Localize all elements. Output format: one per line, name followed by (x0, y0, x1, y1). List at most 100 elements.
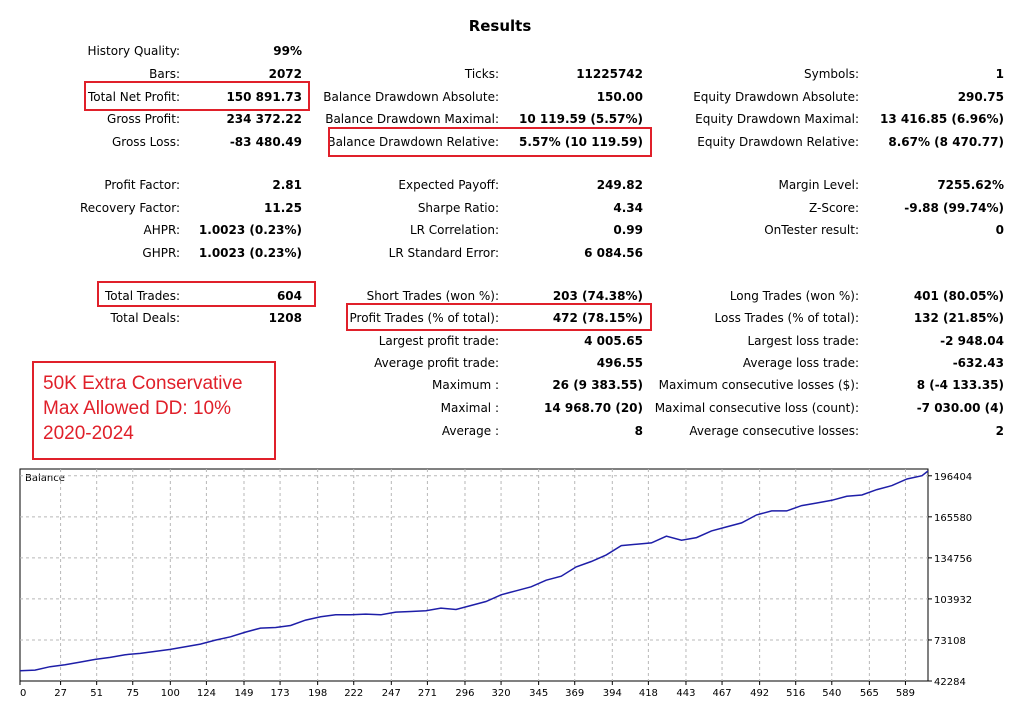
x-tick-label: 27 (54, 688, 67, 699)
x-tick-label: 369 (565, 688, 584, 699)
average-consecutive-losses-label: Average consecutive losses: (689, 424, 859, 438)
chart-grid (20, 469, 928, 681)
z-score-label: Z-Score: (809, 201, 859, 215)
y-tick-label: 103932 (934, 595, 972, 606)
expected-payoff-value: 249.82 (596, 178, 643, 192)
equity-dd-relative-label: Equity Drawdown Relative: (697, 135, 859, 149)
equity-dd-relative-value: 8.67% (8 470.77) (888, 135, 1004, 149)
x-tick-label: 394 (603, 688, 622, 699)
z-score-value: -9.88 (99.74%) (904, 201, 1004, 215)
maximum-consecutive-wins-label: Maximum : (432, 378, 499, 392)
equity-dd-maximal-label: Equity Drawdown Maximal: (695, 112, 859, 126)
x-tick-label: 173 (271, 688, 290, 699)
average-consecutive-losses-value: 2 (995, 424, 1004, 438)
largest-loss-trade-label: Largest loss trade: (747, 334, 859, 348)
x-tick-label: 149 (234, 688, 253, 699)
margin-level-value: 7255.62% (937, 178, 1004, 192)
note-line-1: 50K Extra Conservative (43, 373, 243, 394)
average-profit-trade-label: Average profit trade: (374, 356, 499, 370)
balance-chart-svg: Balance 42284 73108 103932 134756 165580 1964… (19, 468, 972, 699)
profit-factor-label: Profit Factor: (104, 178, 180, 192)
profit-trades-label: Profit Trades (% of total): (349, 311, 499, 325)
average-loss-trade-value: -632.43 (952, 356, 1004, 370)
balance-series-line (19, 470, 929, 672)
history-quality-value: 99% (273, 44, 302, 58)
ontester-result-label: OnTester result: (764, 223, 859, 237)
highlight-total-trades (97, 281, 316, 307)
chart-title: Balance (25, 473, 65, 484)
chart-y-axis: 42284 73108 103932 134756 165580 196404 (928, 472, 972, 688)
largest-profit-trade-label: Largest profit trade: (378, 334, 499, 348)
short-trades-value: 203 (74.38%) (552, 289, 643, 303)
balance-dd-relative-value: 5.57% (10 119.59) (519, 135, 643, 149)
profit-trades-value: 472 (78.15%) (552, 311, 643, 325)
bars-label: Bars: (149, 67, 180, 81)
x-tick-label: 516 (786, 688, 805, 699)
y-tick-label: 196404 (934, 472, 972, 483)
x-tick-label: 51 (90, 688, 103, 699)
bars-value: 2072 (268, 67, 302, 81)
average-profit-trade-value: 496.55 (596, 356, 643, 370)
average-consecutive-wins-value: 8 (634, 424, 643, 438)
maximal-consecutive-profit-label: Maximal : (440, 401, 499, 415)
lr-standard-error-value: 6 084.56 (584, 246, 643, 260)
balance-dd-absolute-value: 150.00 (596, 90, 643, 104)
x-tick-label: 247 (382, 688, 401, 699)
gross-loss-label: Gross Loss: (112, 135, 180, 149)
maximum-consecutive-losses-label: Maximum consecutive losses ($): (658, 378, 859, 392)
ahpr-label: AHPR: (143, 223, 180, 237)
y-tick-label: 134756 (934, 554, 972, 565)
x-tick-label: 443 (676, 688, 695, 699)
x-tick-label: 100 (161, 688, 180, 699)
total-deals-label: Total Deals: (110, 311, 180, 325)
x-tick-label: 198 (308, 688, 327, 699)
sharpe-ratio-label: Sharpe Ratio: (417, 201, 499, 215)
ontester-result-value: 0 (995, 223, 1004, 237)
x-tick-label: 222 (344, 688, 363, 699)
ticks-value: 11225742 (576, 67, 643, 81)
equity-dd-absolute-value: 290.75 (957, 90, 1004, 104)
balance-dd-relative-label: Balance Drawdown Relative: (327, 135, 499, 149)
gross-loss-value: -83 480.49 (229, 135, 302, 149)
x-tick-label: 320 (492, 688, 511, 699)
expected-payoff-label: Expected Payoff: (398, 178, 499, 192)
ghpr-label: GHPR: (142, 246, 180, 260)
symbols-label: Symbols: (804, 67, 859, 81)
recovery-factor-label: Recovery Factor: (79, 201, 180, 215)
balance-dd-maximal-value: 10 119.59 (5.57%) (519, 112, 643, 126)
highlight-total-net-profit (84, 81, 310, 111)
average-consecutive-wins-label: Average : (441, 424, 499, 438)
equity-dd-maximal-value: 13 416.85 (6.96%) (880, 112, 1004, 126)
maximal-consecutive-loss-value: -7 030.00 (4) (916, 401, 1004, 415)
ticks-label: Ticks: (464, 67, 499, 81)
x-tick-label: 0 (20, 688, 26, 699)
long-trades-value: 401 (80.05%) (913, 289, 1004, 303)
x-tick-label: 540 (822, 688, 841, 699)
annotation-note: 50K Extra Conservative Max Allowed DD: 1… (32, 361, 276, 460)
symbols-value: 1 (995, 67, 1004, 81)
page-title: Results (468, 17, 532, 35)
highlight-profit-trades (346, 303, 652, 331)
maximum-consecutive-wins-value: 26 (9 383.55) (552, 378, 643, 392)
y-tick-label: 165580 (934, 513, 972, 524)
x-tick-label: 345 (529, 688, 548, 699)
maximal-consecutive-loss-label: Maximal consecutive loss (count): (654, 401, 859, 415)
ahpr-value: 1.0023 (0.23%) (198, 223, 302, 237)
x-tick-label: 492 (750, 688, 769, 699)
total-trades-label: Total Trades: (105, 289, 180, 303)
lr-standard-error-label: LR Standard Error: (388, 246, 499, 260)
long-trades-label: Long Trades (won %): (729, 289, 859, 303)
total-net-profit-label: Total Net Profit: (87, 90, 180, 104)
note-line-3: 2020-2024 (43, 423, 134, 444)
loss-trades-value: 132 (21.85%) (913, 311, 1004, 325)
recovery-factor-value: 11.25 (264, 201, 302, 215)
sharpe-ratio-value: 4.34 (613, 201, 643, 215)
maximal-consecutive-profit-value: 14 968.70 (20) (543, 401, 643, 415)
largest-loss-trade-value: -2 948.04 (940, 334, 1004, 348)
balance-dd-maximal-label: Balance Drawdown Maximal: (325, 112, 499, 126)
x-tick-label: 124 (197, 688, 216, 699)
total-deals-value: 1208 (268, 311, 302, 325)
y-tick-label: 42284 (934, 677, 966, 688)
largest-profit-trade-value: 4 005.65 (584, 334, 643, 348)
equity-dd-absolute-label: Equity Drawdown Absolute: (693, 90, 859, 104)
